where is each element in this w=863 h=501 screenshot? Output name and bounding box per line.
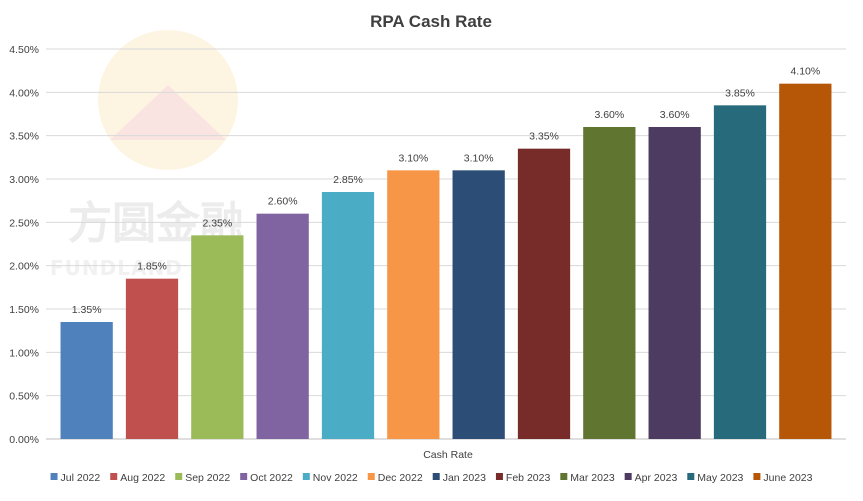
legend-item: Dec 2022 <box>367 472 423 484</box>
x-axis-title: Cash Rate <box>423 449 473 461</box>
data-label: 1.35% <box>72 304 102 316</box>
y-tick-label: 1.00% <box>9 347 39 359</box>
bar-jul-2022 <box>60 322 113 439</box>
y-tick-label: 2.50% <box>9 217 39 229</box>
legend-label: Jan 2023 <box>443 472 486 484</box>
gridlines <box>46 48 846 440</box>
legend-item: Jul 2022 <box>50 472 101 484</box>
bar-dec-2022 <box>387 170 440 440</box>
bar-mar-2023 <box>583 127 636 439</box>
data-label: 3.35% <box>529 131 559 143</box>
y-tick-label: 4.00% <box>9 87 39 99</box>
data-label: 1.85% <box>137 261 167 273</box>
legend-swatch <box>240 473 248 480</box>
y-tick-label: 3.50% <box>9 131 39 143</box>
legend-item: Oct 2022 <box>240 472 293 484</box>
y-tick-label: 0.00% <box>9 434 39 446</box>
data-labels: 1.35% 1.85% 2.35% 2.60% 2.85% 3.10% 3.10% 3.35%… <box>72 66 820 316</box>
bar-jan-2023 <box>452 170 505 440</box>
legend-swatch <box>110 473 118 480</box>
legend-swatch <box>50 473 58 480</box>
data-label: 3.85% <box>725 87 755 99</box>
legend-swatch <box>175 473 183 480</box>
legend-label: Jul 2022 <box>61 472 101 484</box>
legend-swatch <box>560 473 568 480</box>
legend-label: Mar 2023 <box>570 472 615 484</box>
legend-swatch <box>753 473 761 480</box>
y-tick-label: 1.50% <box>9 304 39 316</box>
legend-swatch <box>624 473 632 480</box>
legend-item: Nov 2022 <box>302 472 358 484</box>
legend: Jul 2022 Aug 2022 Sep 2022 Oct 2022 Nov 2022… <box>50 472 813 484</box>
data-label: 3.60% <box>660 109 690 121</box>
bar-apr-2023 <box>648 127 701 439</box>
data-label: 2.35% <box>202 217 232 229</box>
y-tick-label: 2.00% <box>9 261 39 273</box>
legend-label: Apr 2023 <box>635 472 678 484</box>
bar-aug-2022 <box>125 278 179 439</box>
data-label: 3.60% <box>594 109 624 121</box>
legend-item: June 2023 <box>753 472 813 484</box>
legend-swatch <box>432 473 440 480</box>
legend-label: Oct 2022 <box>250 472 293 484</box>
bar-oct-2022 <box>256 213 309 439</box>
data-label: 3.10% <box>398 152 428 164</box>
bar-feb-2023 <box>517 148 571 439</box>
legend-swatch <box>302 473 310 480</box>
bar-nov-2022 <box>321 192 375 439</box>
data-label: 2.85% <box>333 174 363 186</box>
y-axis-ticks: 0.00% 0.50% 1.00% 1.50% 2.00% 2.50% 3.00% 3.50%… <box>9 44 39 446</box>
legend-item: May 2023 <box>687 472 744 484</box>
legend-item: Aug 2022 <box>110 472 165 484</box>
y-tick-label: 4.50% <box>9 44 39 56</box>
chart-title: RPA Cash Rate <box>370 12 492 31</box>
y-tick-label: 0.50% <box>9 391 39 403</box>
watermark-text-en: FUNDLAND <box>50 256 183 280</box>
legend-label: Dec 2022 <box>378 472 423 484</box>
data-label: 3.10% <box>464 152 494 164</box>
y-tick-label: 3.00% <box>9 174 39 186</box>
legend-item: Apr 2023 <box>624 472 678 484</box>
bar-june-2023 <box>779 83 832 440</box>
bar-sep-2022 <box>191 235 244 439</box>
legend-item: Sep 2022 <box>175 472 230 484</box>
legend-label: Aug 2022 <box>120 472 165 484</box>
legend-label: Feb 2023 <box>506 472 551 484</box>
legend-label: May 2023 <box>697 472 743 484</box>
bars <box>60 83 832 440</box>
watermark-logo-mountain <box>110 85 226 140</box>
legend-item: Jan 2023 <box>432 472 486 484</box>
legend-swatch <box>367 473 375 480</box>
legend-swatch <box>495 473 503 480</box>
legend-item: Mar 2023 <box>560 472 615 484</box>
legend-item: Feb 2023 <box>495 472 551 484</box>
watermark-logo <box>98 30 238 170</box>
data-label: 4.10% <box>790 66 820 78</box>
legend-label: June 2023 <box>763 472 812 484</box>
legend-label: Nov 2022 <box>313 472 358 484</box>
bar-may-2023 <box>713 105 767 439</box>
legend-swatch <box>687 473 695 480</box>
data-label: 2.60% <box>268 196 298 208</box>
legend-label: Sep 2022 <box>185 472 230 484</box>
